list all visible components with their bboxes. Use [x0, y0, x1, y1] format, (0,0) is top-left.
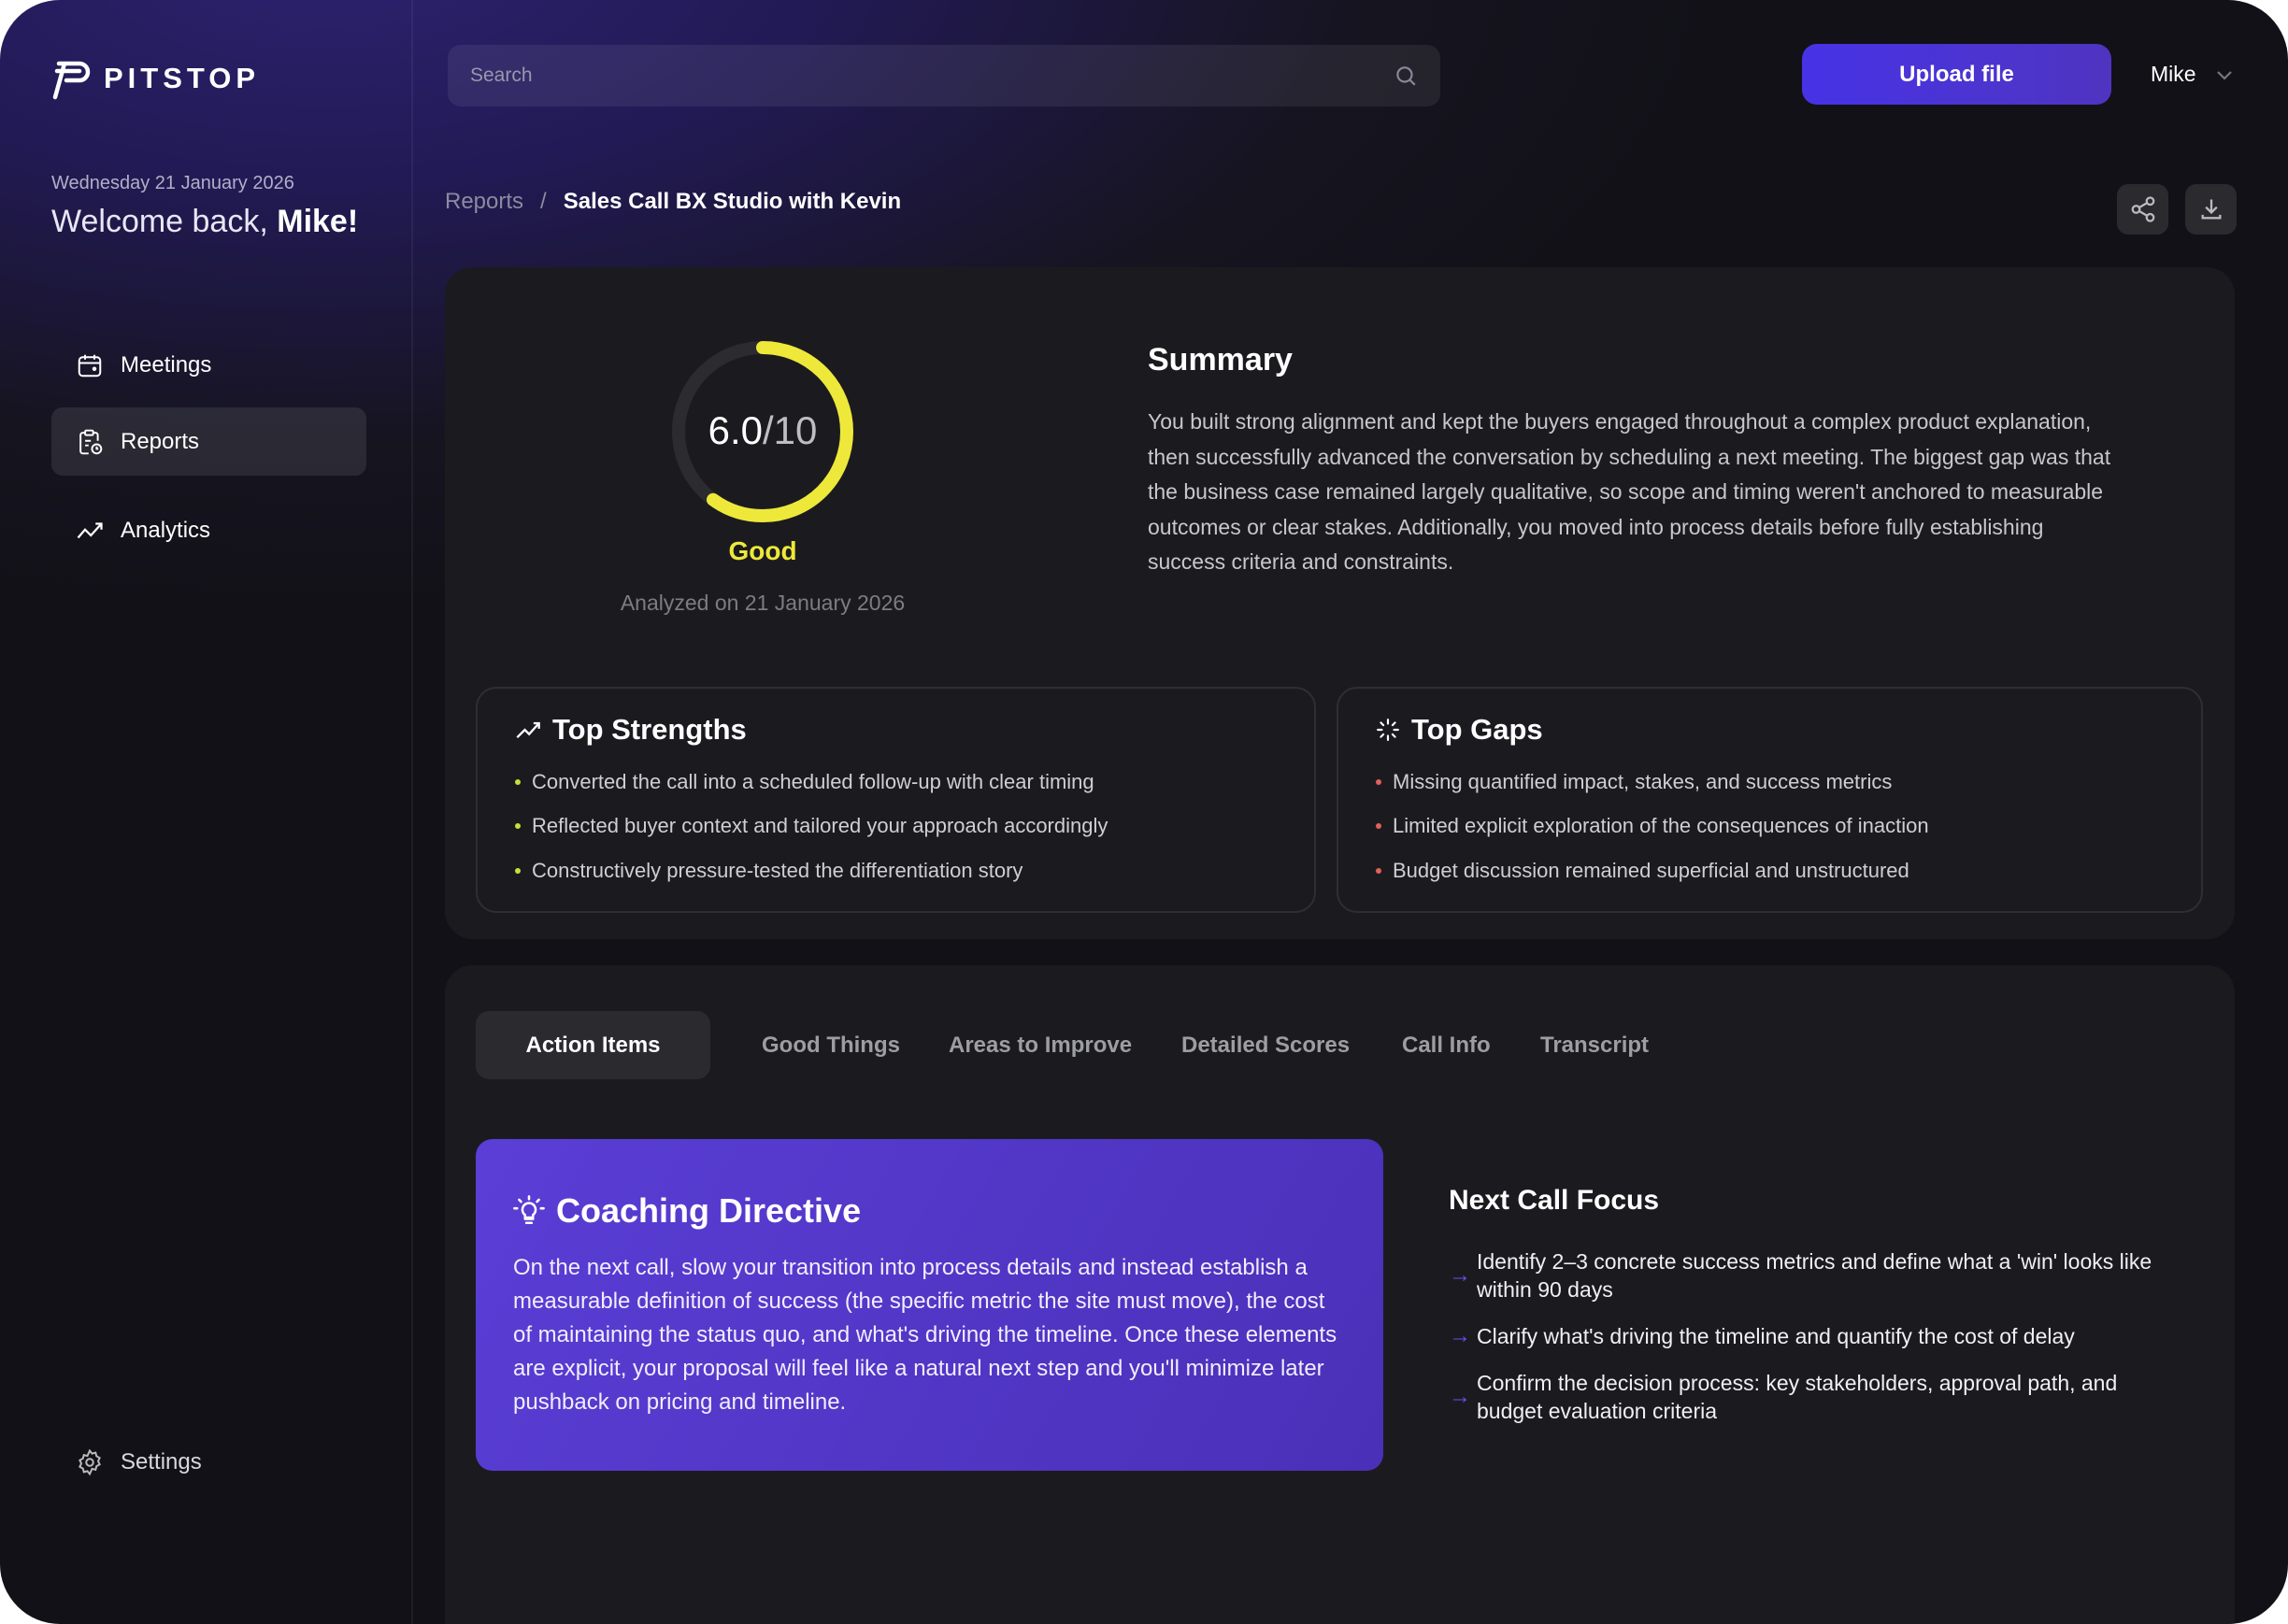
logo[interactable]: PITSTOP: [51, 56, 260, 101]
bullet: [1376, 867, 1381, 874]
coaching-body: On the next call, slow your transition i…: [513, 1255, 1337, 1415]
sidebar-item-reports[interactable]: Reports: [51, 407, 366, 476]
next-call-focus-title: Next Call Focus: [1449, 1185, 1660, 1216]
tab-transcript[interactable]: Transcript: [1540, 1032, 1650, 1058]
sidebar-item-analytics[interactable]: Analytics: [51, 496, 366, 564]
gauge-progress: [672, 341, 853, 522]
tab-call-info[interactable]: Call Info: [1402, 1032, 1491, 1058]
app-name: PITSTOP: [104, 62, 261, 94]
strength-text: Constructively pressure-tested the diffe…: [532, 858, 1023, 882]
breadcrumb: Reports / Sales Call BX Studio with Kevi…: [445, 189, 901, 215]
download-button[interactable]: [2185, 184, 2237, 235]
share-button[interactable]: [2117, 184, 2168, 235]
score-number: 6.0: [708, 408, 763, 452]
top-strengths-box: Top Strengths Converted the call into a …: [476, 687, 1316, 913]
next-call-item: → Identify 2–3 concrete success metrics a…: [1449, 1247, 2196, 1303]
bullet: [515, 867, 521, 874]
download-icon: [2201, 199, 2221, 220]
upload-file-button[interactable]: Upload file: [1802, 44, 2111, 105]
clipboard-clock-icon: [79, 429, 103, 454]
bullet: [1376, 778, 1381, 785]
breadcrumb-separator: /: [540, 189, 547, 214]
lightbulb-icon: [513, 1195, 545, 1225]
pitstop-logo-icon: [52, 61, 91, 100]
gap-item: Limited explicit exploration of the cons…: [1376, 805, 2164, 849]
loader-icon: [1377, 719, 1399, 741]
calendar-icon: [78, 354, 102, 377]
breadcrumb-reports-link[interactable]: Reports: [445, 189, 524, 214]
breadcrumb-current: Sales Call BX Studio with Kevin: [563, 189, 902, 214]
trend-icon: [77, 521, 103, 538]
tab-action-items[interactable]: Action Items: [476, 1011, 710, 1079]
tab-areas-to-improve[interactable]: Areas to Improve: [949, 1032, 1133, 1058]
report-overview-card: [445, 267, 2235, 939]
gap-item: Missing quantified impact, stakes, and s…: [1376, 760, 2164, 805]
tab-good-things[interactable]: Good Things: [762, 1032, 900, 1058]
arrow-right-icon: →: [1449, 1384, 1471, 1409]
gaps-title: Top Gaps: [1411, 713, 1543, 746]
next-call-text: Identify 2–3 concrete success metrics an…: [1477, 1249, 2152, 1302]
search-bar[interactable]: [448, 45, 1440, 107]
sidebar-item-label: Analytics: [121, 517, 211, 543]
bullet: [515, 778, 521, 785]
search-icon[interactable]: [1394, 64, 1418, 88]
score-gauge: [672, 341, 853, 522]
trend-up-icon: [516, 721, 540, 738]
strength-item: Reflected buyer context and tailored you…: [515, 805, 1277, 849]
bullet: [515, 823, 521, 830]
chevron-down-icon: [2216, 70, 2232, 80]
sidebar-item-meetings[interactable]: Meetings: [51, 331, 366, 399]
gap-text: Limited explicit exploration of the cons…: [1393, 814, 1929, 838]
score-max: /10: [763, 408, 818, 452]
current-date: Wednesday 21 January 2026: [51, 173, 294, 193]
welcome-name: Mike!: [277, 204, 359, 239]
next-call-text: Clarify what's driving the timeline and …: [1477, 1324, 2075, 1348]
share-icon: [2131, 196, 2154, 222]
summary-body: You built strong alignment and kept the …: [1148, 409, 2111, 574]
next-call-item: → Clarify what's driving the timeline and…: [1449, 1322, 2196, 1350]
analyzed-date: Analyzed on 21 January 2026: [620, 591, 906, 615]
gap-text: Missing quantified impact, stakes, and s…: [1393, 769, 1893, 793]
next-call-text: Confirm the decision process: key stakeh…: [1477, 1371, 2118, 1423]
bullet: [1376, 823, 1381, 830]
sidebar: PITSTOP Wednesday 21 January 2026 Welcom…: [0, 0, 413, 1624]
next-call-item: → Confirm the decision process: key stake…: [1449, 1369, 2122, 1425]
gap-item: Budget discussion remained superficial a…: [1376, 848, 2164, 893]
gap-text: Budget discussion remained superficial a…: [1393, 858, 1909, 882]
tab-detailed-scores[interactable]: Detailed Scores: [1181, 1032, 1351, 1058]
strength-item: Constructively pressure-tested the diffe…: [515, 848, 1277, 893]
summary-title: Summary: [1148, 342, 1293, 378]
user-name: Mike: [2151, 62, 2196, 86]
top-gaps-box: Top Gaps Missing quantified impact, stak…: [1337, 687, 2203, 913]
gear-icon: [79, 1448, 101, 1475]
arrow-right-icon: →: [1449, 1323, 1471, 1348]
strength-text: Reflected buyer context and tailored you…: [532, 814, 1108, 838]
welcome-prefix: Welcome back,: [51, 204, 278, 239]
welcome-message: Welcome back, Mike!: [51, 204, 358, 240]
strengths-title: Top Strengths: [552, 713, 747, 746]
coaching-directive-card: Coaching Directive On the next call, slo…: [476, 1139, 1383, 1471]
search-input[interactable]: [470, 64, 1323, 87]
sidebar-item-settings[interactable]: Settings: [51, 1428, 366, 1496]
settings-label: Settings: [121, 1448, 202, 1474]
strength-text: Converted the call into a scheduled foll…: [532, 769, 1094, 793]
coaching-title: Coaching Directive: [556, 1191, 862, 1230]
sidebar-item-label: Reports: [121, 428, 200, 454]
score-value: 6.0/10: [651, 408, 875, 453]
user-menu[interactable]: Mike: [2151, 62, 2234, 87]
strength-item: Converted the call into a scheduled foll…: [515, 760, 1277, 805]
score-rating: Good: [728, 536, 797, 565]
arrow-right-icon: →: [1449, 1262, 1471, 1288]
sidebar-item-label: Meetings: [121, 351, 212, 378]
